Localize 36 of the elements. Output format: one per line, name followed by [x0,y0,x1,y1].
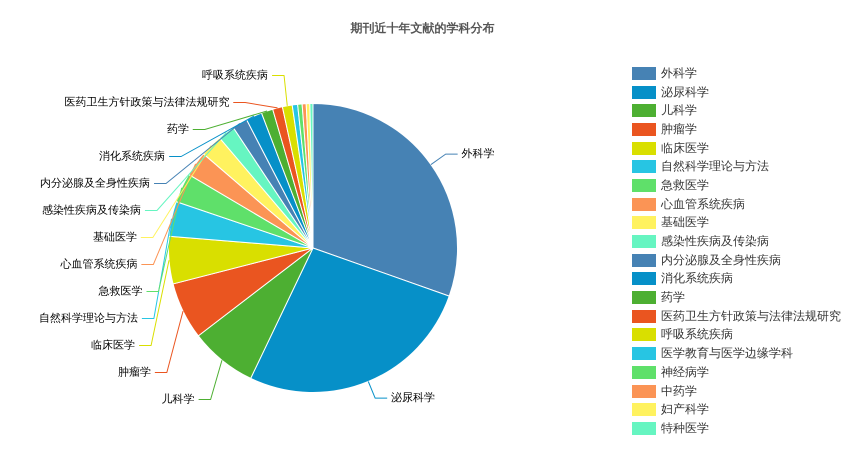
legend-label: 消化系统疾病 [661,270,733,288]
legend-label: 急救医学 [661,176,709,194]
legend-label: 自然科学理论与方法 [661,158,769,176]
legend-label: 妇产科学 [661,401,709,418]
slice-label: 外科学 [462,147,495,160]
slice-label: 呼吸系统疾病 [202,68,268,82]
legend-label: 医药卫生方针政策与法律法规研究 [661,308,841,325]
slice-label: 内分泌腺及全身性疾病 [40,176,150,190]
legend-label: 神经病学 [661,364,709,381]
legend-label: 临床医学 [661,140,709,157]
legend-label: 肿瘤学 [661,120,697,138]
legend-label: 感染性疾病及传染病 [661,233,769,250]
legend-label: 外科学 [661,64,697,82]
slice-label: 儿科学 [162,392,195,406]
legend-label: 呼吸系统疾病 [661,326,733,344]
slice-label: 药学 [166,122,189,136]
slice-label: 自然科学理论与方法 [38,311,138,324]
legend-label: 儿科学 [661,102,697,120]
legend-label: 特种医学 [661,420,709,437]
slice-label: 临床医学 [91,338,136,352]
slice-label: 感染性疾病及传染病 [42,203,141,216]
legend-label: 药学 [661,289,685,306]
slice-label: 消化系统疾病 [99,149,166,162]
slice-label: 医药卫生方针政策与法律法规研究 [64,95,230,108]
legend-label: 基础医学 [661,214,709,232]
chart-title: 期刊近十年文献的学科分布 [350,20,496,37]
legend-label: 心血管系统疾病 [661,196,745,213]
slice-label: 泌尿科学 [391,390,436,404]
legend-label: 泌尿科学 [661,84,709,101]
legend-label: 中药学 [661,382,697,400]
slice-label: 基础医学 [92,230,137,244]
legend-label: 医学教育与医学边缘学科 [661,345,793,362]
legend-label: 内分泌腺及全身性疾病 [661,252,781,269]
slice-label: 心血管系统疾病 [59,257,138,270]
slice-label: 肿瘤学 [118,365,151,378]
slice-label: 急救医学 [98,284,143,298]
